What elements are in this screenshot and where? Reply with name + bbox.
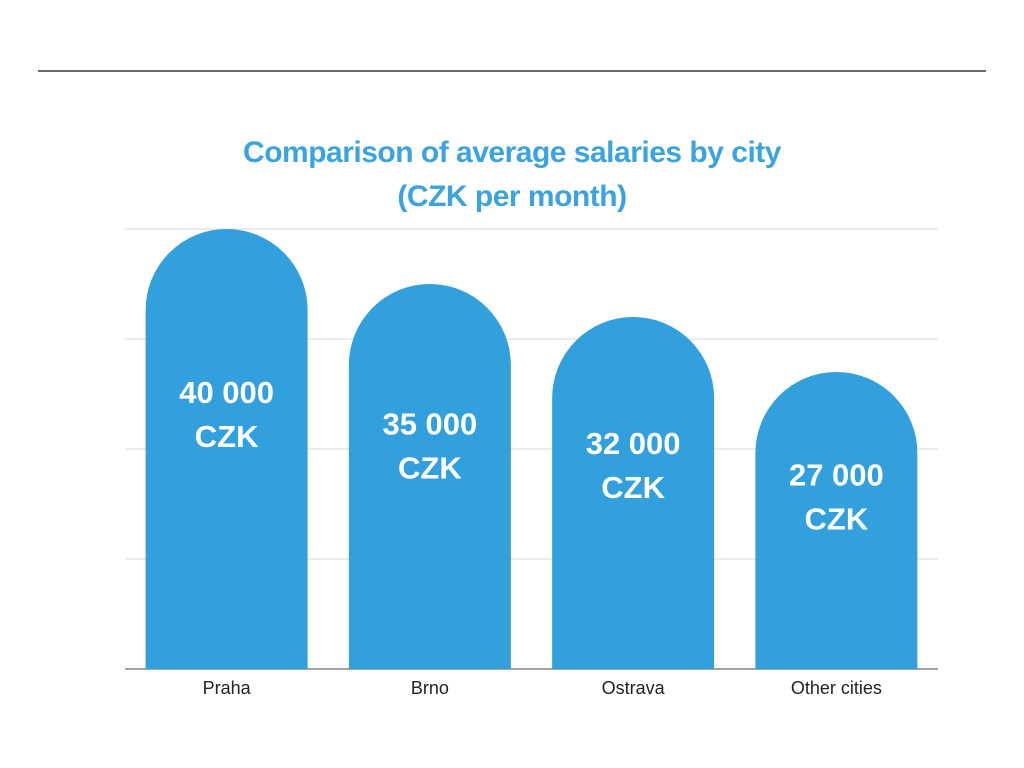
x-tick-label: Brno (411, 678, 449, 698)
bar-value-label: 27 000 (789, 458, 884, 493)
x-tick-label: Other cities (791, 678, 882, 698)
x-axis-labels: Praha Brno Ostrava Other cities (203, 678, 882, 698)
bar-value-labels: 40 000 CZK 35 000 CZK 32 000 CZK 27 000 CZK (179, 375, 884, 537)
bar (552, 317, 715, 669)
x-tick-label: Ostrava (602, 678, 666, 698)
bar (348, 284, 511, 669)
top-divider (38, 70, 986, 72)
x-tick-label: Praha (203, 678, 252, 698)
bar (145, 229, 308, 670)
chart-title-line-1: Comparison of average salaries by city (243, 136, 781, 169)
bar-unit-label: CZK (195, 419, 259, 454)
bar-value-label: 32 000 (586, 426, 681, 461)
bar (755, 372, 918, 669)
bar-unit-label: CZK (805, 502, 869, 537)
bar-value-label: 40 000 (179, 375, 274, 410)
bars (145, 229, 918, 670)
bar-unit-label: CZK (601, 470, 665, 505)
bar-unit-label: CZK (398, 451, 462, 486)
bar-value-label: 35 000 (382, 407, 477, 442)
chart-title-line-2: (CZK per month) (397, 180, 627, 213)
